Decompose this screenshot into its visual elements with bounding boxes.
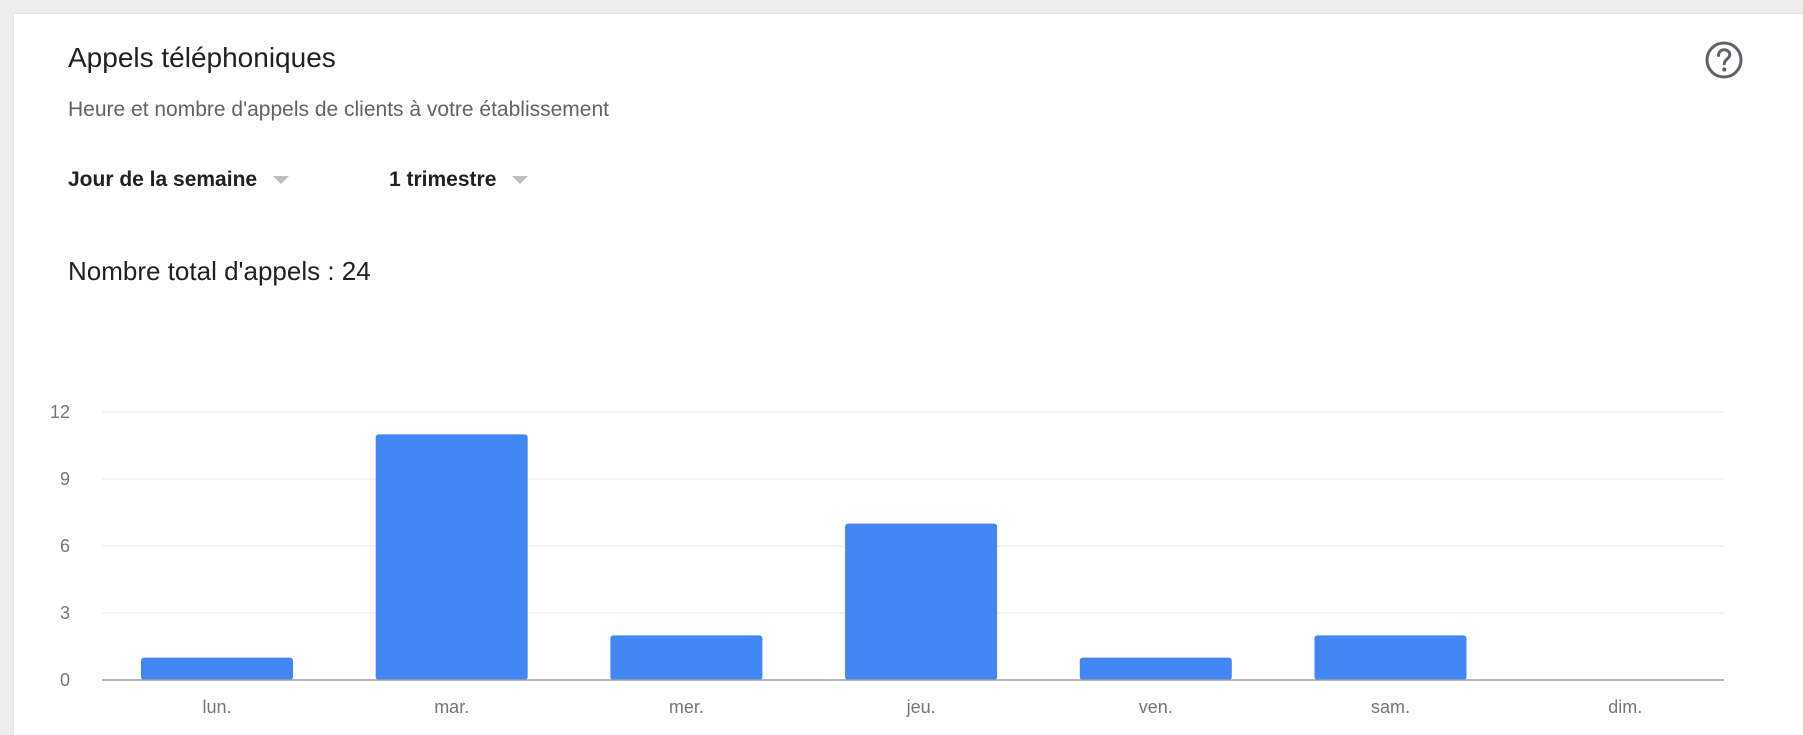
x-tick-label: sam. — [1371, 697, 1410, 717]
y-tick-label: 9 — [60, 469, 70, 489]
bar-mar[interactable] — [375, 434, 528, 680]
card-title: Appels téléphoniques — [68, 42, 336, 73]
x-tick-label: ven. — [1139, 697, 1173, 717]
period-dropdown-label: Jour de la semaine — [68, 168, 258, 191]
bar-mer[interactable] — [610, 635, 763, 680]
x-tick-label: lun. — [202, 697, 231, 717]
range-dropdown[interactable]: 1 trimestre — [389, 168, 529, 192]
bar-lun[interactable] — [141, 657, 293, 680]
period-dropdown[interactable]: Jour de la semaine — [68, 168, 290, 192]
total-calls: Nombre total d'appels : 24 — [68, 256, 371, 286]
x-tick-label: dim. — [1608, 697, 1642, 717]
bar-jeu[interactable] — [845, 523, 998, 680]
bar-sam[interactable] — [1314, 635, 1467, 680]
help-circle-icon[interactable] — [1704, 40, 1744, 80]
x-tick-label: jeu. — [906, 697, 936, 717]
y-tick-label: 12 — [50, 402, 70, 422]
caret-down-icon — [273, 176, 290, 184]
x-tick-label: mer. — [669, 697, 704, 717]
y-tick-label: 3 — [60, 603, 70, 623]
y-tick-label: 6 — [60, 536, 70, 556]
range-dropdown-label: 1 trimestre — [389, 168, 497, 191]
x-tick-label: mar. — [434, 697, 469, 717]
bar-ven[interactable] — [1079, 657, 1232, 680]
y-tick-label: 0 — [60, 670, 70, 690]
caret-down-icon — [512, 176, 529, 184]
card-subtitle: Heure et nombre d'appels de clients à vo… — [68, 98, 609, 121]
